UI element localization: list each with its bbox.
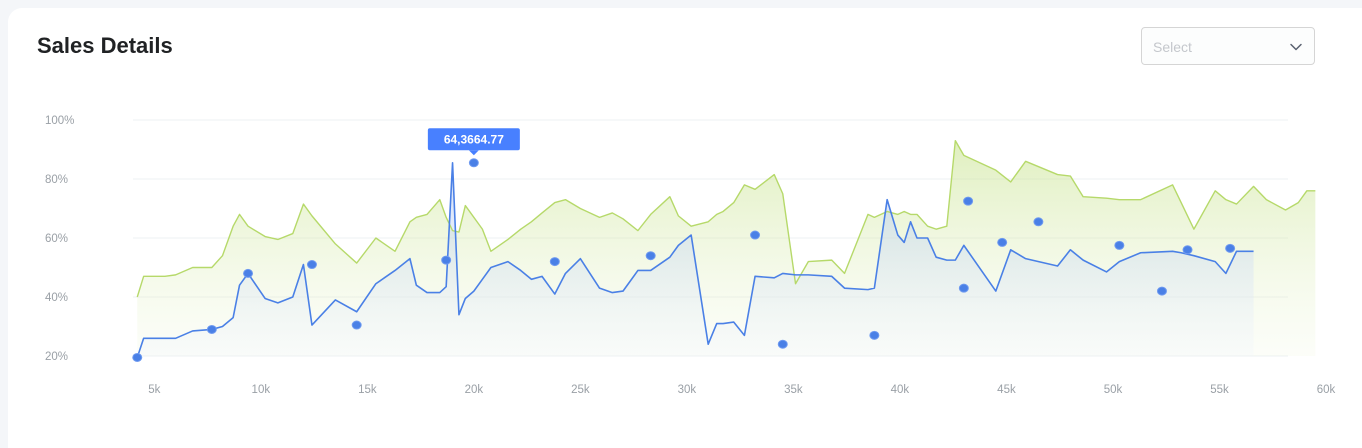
y-tick-label: 100%: [45, 115, 74, 127]
x-tick-label: 30k: [678, 384, 697, 396]
x-tick-label: 10k: [252, 384, 271, 396]
data-point-marker: [1115, 241, 1124, 249]
x-tick-label: 55k: [1210, 384, 1229, 396]
tooltip-pointer: [469, 150, 479, 155]
data-point-marker: [244, 269, 253, 277]
data-point-marker: [307, 261, 316, 269]
x-tick-label: 20k: [465, 384, 484, 396]
x-tick-label: 35k: [784, 384, 803, 396]
x-tick-label: 15k: [358, 384, 377, 396]
data-point-marker: [870, 331, 879, 339]
y-tick-label: 20%: [45, 351, 68, 363]
data-point-marker: [469, 159, 478, 167]
data-point-marker: [442, 256, 451, 264]
data-point-marker: [1034, 218, 1043, 226]
data-point-marker: [207, 325, 216, 333]
x-tick-label: 60k: [1317, 384, 1336, 396]
data-point-marker: [964, 197, 973, 205]
tooltip-layer: 64,3664.77: [428, 128, 520, 155]
y-tick-label: 60%: [45, 233, 68, 245]
data-point-marker: [1183, 246, 1192, 254]
y-tick-label: 80%: [45, 174, 68, 186]
x-tick-label: 25k: [571, 384, 590, 396]
data-point-marker: [646, 252, 655, 260]
data-point-marker: [998, 238, 1007, 246]
data-point-marker: [1226, 244, 1235, 252]
x-tick-label: 50k: [1104, 384, 1123, 396]
data-point-marker: [133, 353, 142, 361]
data-point-marker: [352, 321, 361, 329]
x-tick-label: 45k: [997, 384, 1016, 396]
tooltip-value: 64,3664.77: [444, 132, 504, 146]
x-tick-label: 5k: [148, 384, 160, 396]
data-point-marker: [778, 340, 787, 348]
y-tick-label: 40%: [45, 292, 68, 304]
data-point-marker: [550, 258, 559, 266]
data-point-marker: [959, 284, 968, 292]
area-layer: [137, 141, 1315, 358]
x-tick-label: 40k: [891, 384, 910, 396]
data-point-marker: [1157, 287, 1166, 295]
data-point-marker: [751, 231, 760, 239]
